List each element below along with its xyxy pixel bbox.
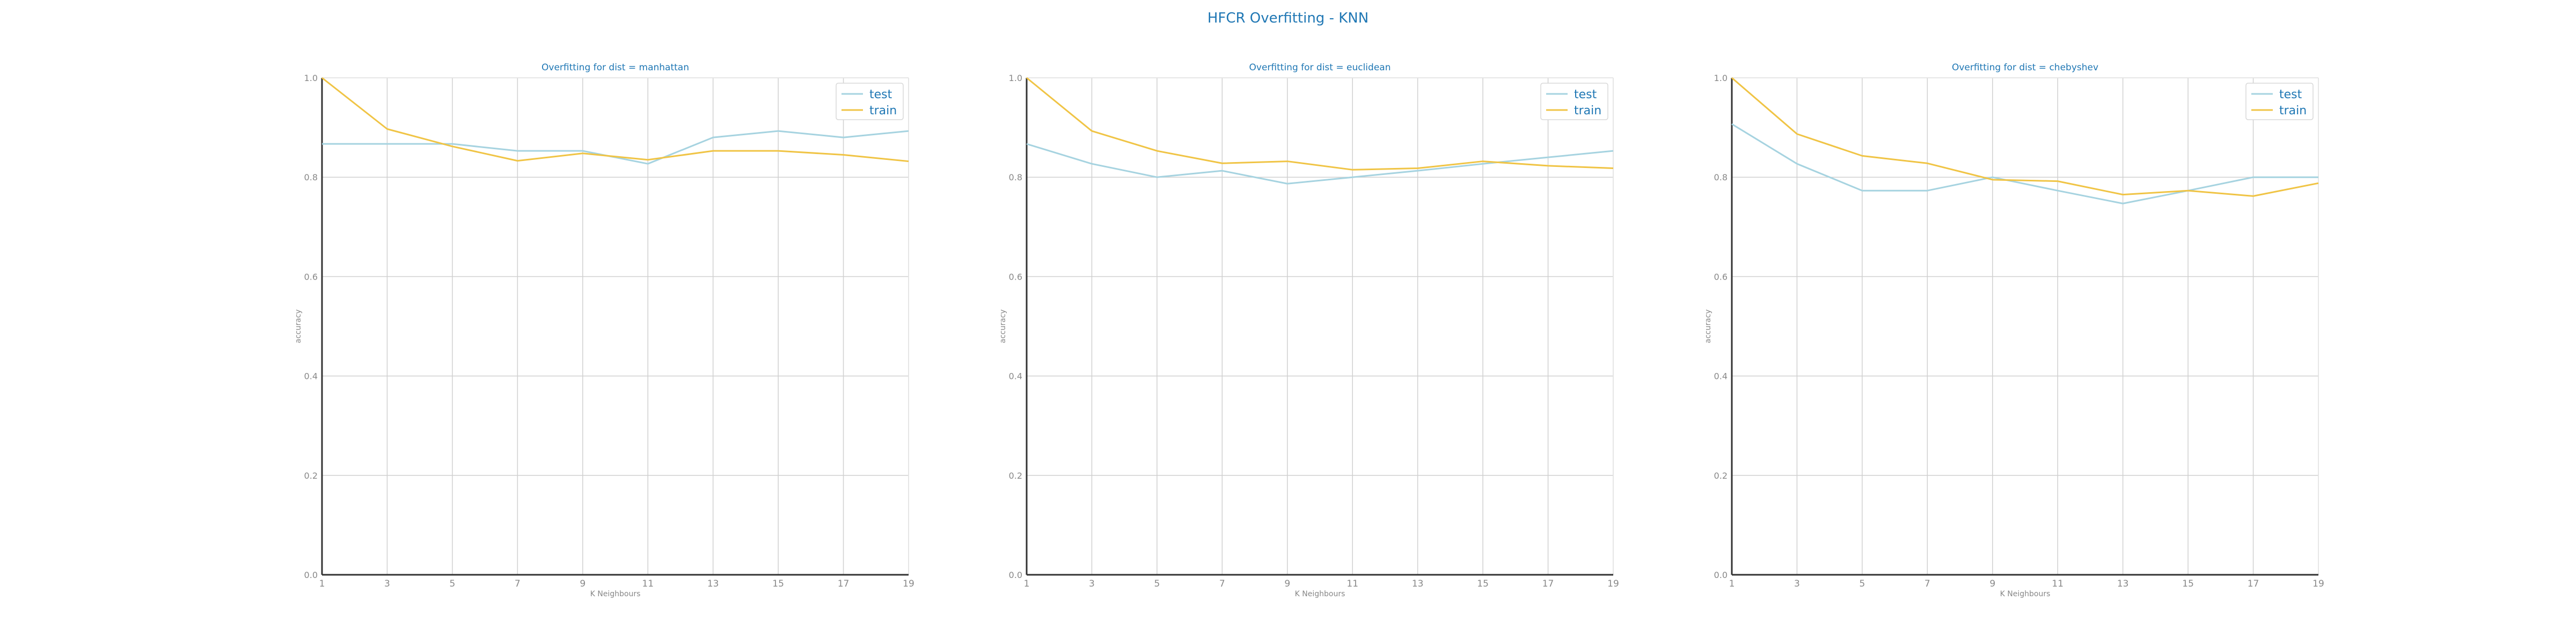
x-tick-label: 5 (1154, 579, 1160, 589)
y-axis-label: accuracy (294, 309, 303, 343)
legend-label-test: test (2279, 88, 2302, 101)
x-tick-label: 1 (319, 579, 325, 589)
y-tick-label: 0.8 (1714, 172, 1728, 182)
x-tick-label: 7 (1924, 579, 1930, 589)
series-line-test (1026, 143, 1614, 185)
series-line-test (1731, 123, 2318, 204)
y-axis-label: accuracy (999, 309, 1007, 343)
legend-label-train: train (869, 104, 897, 118)
chart-panel: 1 3 5 7 9 11 13 15 17 190.00.20.40.60.81.0Overfit… (294, 62, 914, 598)
y-tick-label: 1.0 (1714, 73, 1728, 83)
y-tick-label: 0.4 (1714, 371, 1728, 382)
legend-label-train: train (1574, 104, 1601, 118)
x-axis-label: K Neighbours (590, 590, 641, 598)
charts-container: 1 3 5 7 9 11 13 15 17 190.00.20.40.60.81.0Overfit… (294, 62, 2324, 598)
grid (321, 77, 909, 575)
grid (1731, 77, 2319, 575)
series-line-train (321, 77, 909, 163)
legend: test train (2245, 83, 2314, 120)
x-tick-label: 11 (1346, 579, 1358, 589)
x-tick-label: 11 (2052, 579, 2063, 589)
x-tick-label: 15 (1477, 579, 1489, 589)
x-tick-label: 19 (2312, 579, 2324, 589)
x-tick-label: 3 (1794, 579, 1800, 589)
y-tick-label: 0.0 (1714, 570, 1728, 580)
x-tick-label: 1 (1024, 579, 1030, 589)
x-axis-label: K Neighbours (1295, 590, 1345, 598)
x-tick-label: 17 (1542, 579, 1554, 589)
x-tick-label: 13 (707, 579, 719, 589)
x-tick-label: 9 (1284, 579, 1290, 589)
series-line-train (1026, 77, 1614, 171)
x-tick-label: 9 (580, 579, 586, 589)
grid (1026, 77, 1614, 575)
chart-title: Overfitting for dist = chebyshev (1952, 62, 2098, 73)
y-tick-label: 1.0 (1009, 73, 1022, 83)
chart-panel: 1 3 5 7 9 11 13 15 17 190.00.20.40.60.81.0Overfit… (999, 62, 1619, 598)
x-tick-label: 17 (2248, 579, 2259, 589)
x-tick-label: 11 (642, 579, 654, 589)
y-tick-label: 0.2 (1714, 471, 1728, 481)
legend-label-train: train (2279, 104, 2307, 118)
x-axis-label: K Neighbours (2000, 590, 2051, 598)
y-tick-label: 0.2 (304, 471, 318, 481)
x-tick-label: 9 (1989, 579, 1995, 589)
series-line-train (1731, 77, 2319, 197)
chart-title: Overfitting for dist = manhattan (541, 62, 689, 73)
x-tick-label: 5 (1859, 579, 1865, 589)
chart-title: Overfitting for dist = euclidean (1249, 62, 1391, 73)
y-tick-label: 0.4 (304, 371, 318, 382)
x-tick-label: 1 (1729, 579, 1735, 589)
y-tick-label: 0.6 (304, 272, 318, 282)
x-tick-label: 17 (838, 579, 850, 589)
y-tick-label: 0.6 (1009, 272, 1022, 282)
chart-panel: 1 3 5 7 9 11 13 15 17 190.00.20.40.60.81.0Overfit… (1704, 62, 2324, 598)
x-tick-label: 13 (1412, 579, 1424, 589)
figure-title: HFCR Overfitting - KNN (1208, 10, 1368, 26)
x-tick-label: 15 (772, 579, 784, 589)
y-tick-label: 0.6 (1714, 272, 1728, 282)
x-tick-label: 3 (1089, 579, 1095, 589)
y-tick-label: 0.0 (304, 570, 318, 580)
y-tick-label: 1.0 (304, 73, 318, 83)
x-tick-label: 7 (515, 579, 521, 589)
y-axis-label: accuracy (1704, 309, 1713, 343)
y-tick-label: 0.0 (1009, 570, 1022, 580)
legend: test train (1540, 83, 1608, 120)
x-tick-label: 19 (1607, 579, 1619, 589)
x-tick-label: 5 (449, 579, 455, 589)
y-tick-label: 0.4 (1009, 371, 1022, 382)
legend: test train (836, 83, 904, 120)
x-tick-label: 15 (2182, 579, 2194, 589)
x-tick-label: 7 (1219, 579, 1225, 589)
y-tick-label: 0.2 (1009, 471, 1022, 481)
x-tick-label: 19 (903, 579, 914, 589)
legend-label-test: test (1574, 88, 1597, 101)
x-tick-label: 13 (2117, 579, 2129, 589)
y-tick-label: 0.8 (1009, 172, 1022, 182)
y-tick-label: 0.8 (304, 172, 318, 182)
legend-label-test: test (869, 88, 892, 101)
x-tick-label: 3 (384, 579, 390, 589)
